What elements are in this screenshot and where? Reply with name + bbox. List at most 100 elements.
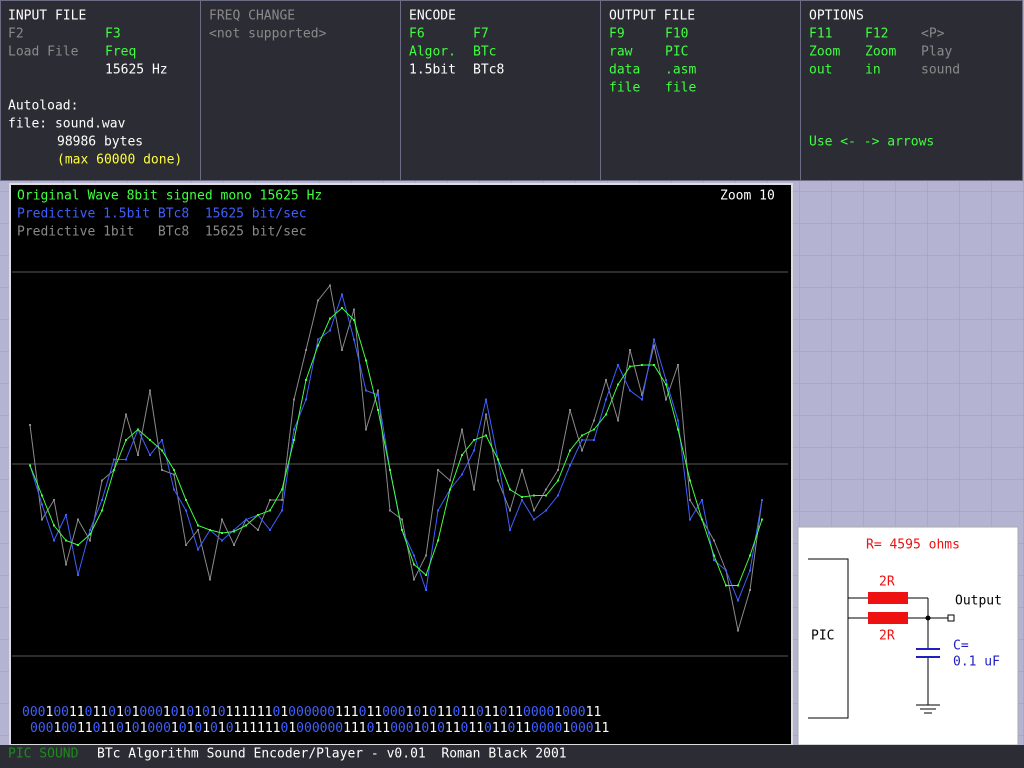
sample-dot [437, 539, 439, 542]
sample-dot [53, 539, 55, 542]
sample-dot [533, 494, 535, 497]
algor-text: Algor. [409, 45, 456, 60]
sample-dot [725, 569, 727, 572]
sample-dot [377, 389, 379, 392]
sample-dot [89, 533, 91, 536]
panel [800, 0, 1023, 181]
sample-dot [377, 409, 379, 411]
sample-dot [77, 574, 79, 576]
sample-dot [641, 398, 643, 401]
sample-dot [305, 379, 307, 381]
sample-dot [221, 518, 223, 521]
sample-dot [461, 428, 463, 431]
sample-dot [413, 578, 415, 581]
f2-text: F2 [8, 27, 24, 42]
sample-dot [521, 499, 523, 501]
sample-dot [353, 308, 355, 311]
text-text: BTc Algorithm Sound Encoder/Player - v0.… [97, 747, 567, 762]
sample-dot [245, 524, 247, 527]
sample-dot [701, 518, 703, 521]
panel [600, 0, 801, 181]
sample-dot [317, 299, 319, 302]
sample-dot [257, 529, 259, 531]
waveform [29, 307, 763, 586]
sample-dot [365, 359, 367, 362]
top-panels [0, 0, 1023, 181]
sample-dot [137, 454, 139, 456]
in-text: in [865, 63, 881, 78]
sample-dot [113, 458, 115, 461]
sample-dot [473, 439, 475, 441]
p-text: <P> [921, 27, 945, 42]
sample-dot [605, 379, 607, 381]
pic-text: PIC [811, 629, 834, 644]
sample-dot [113, 469, 115, 471]
sample-dot [629, 389, 631, 392]
circuit [797, 526, 1019, 746]
sample-dot [221, 532, 223, 534]
sample-dot [521, 496, 523, 498]
sample-dot [293, 439, 295, 441]
sample-dot [389, 469, 391, 471]
sample-dot [65, 514, 67, 516]
data-text: data [609, 63, 640, 78]
sample-dot [125, 413, 127, 416]
sample-dot [593, 419, 595, 422]
title-text: INPUT FILE [8, 9, 86, 24]
f11-text: F11 [809, 27, 832, 42]
sample-dot [557, 469, 559, 471]
sample-dot [41, 494, 43, 497]
output-text: Output [955, 594, 1002, 609]
pic-outline [808, 558, 849, 719]
sample-dot [269, 509, 271, 512]
sample-dot [605, 413, 607, 416]
zoom-b-text: Zoom [865, 45, 896, 60]
bits-text: 1.5bit [409, 63, 456, 78]
sample-dot [437, 509, 439, 512]
sample-dot [713, 539, 715, 542]
sample-dot [365, 428, 367, 431]
sample-dot [257, 514, 259, 516]
sample-dot [53, 499, 55, 501]
sample-dot [185, 544, 187, 546]
sample-dot [41, 518, 43, 521]
btc-text: BTc [473, 45, 496, 60]
sample-dot [653, 338, 655, 341]
sample-dot [569, 409, 571, 411]
resistor [868, 612, 908, 624]
sample-dot [233, 544, 235, 546]
sample-dot [173, 473, 175, 476]
sample-dot [749, 589, 751, 591]
sample-dot [713, 559, 715, 561]
sample-dot [509, 529, 511, 531]
sample-dot [341, 293, 343, 296]
sample-dot [209, 578, 211, 581]
sample-dot [749, 569, 751, 572]
play-text: Play [921, 45, 952, 60]
sample-dot [449, 479, 451, 482]
sample-dot [725, 584, 727, 587]
sample-dot [689, 479, 691, 482]
bytes-text: 98986 bytes [57, 135, 143, 150]
f9-text: F9 [609, 27, 625, 42]
sample-dot [545, 488, 547, 491]
sample-dot [77, 544, 79, 546]
sample-dot [281, 509, 283, 512]
bit-stream: 0001001101101010001010101011111101000000… [22, 705, 601, 720]
sample-dot [509, 509, 511, 512]
sample-dot [281, 488, 283, 491]
sample-dot [329, 284, 331, 287]
out-text: out [809, 63, 832, 78]
btc8-text: BTc8 [473, 63, 504, 78]
sample-dot [617, 364, 619, 366]
sample-dot [281, 499, 283, 501]
sample-dot [65, 539, 67, 542]
sample-dot [653, 364, 655, 366]
sample-dot [389, 509, 391, 512]
sample-dot [197, 524, 199, 527]
sample-dot [485, 413, 487, 416]
sample-dot [29, 424, 31, 426]
sample-dot [353, 338, 355, 341]
sample-dot [65, 563, 67, 566]
